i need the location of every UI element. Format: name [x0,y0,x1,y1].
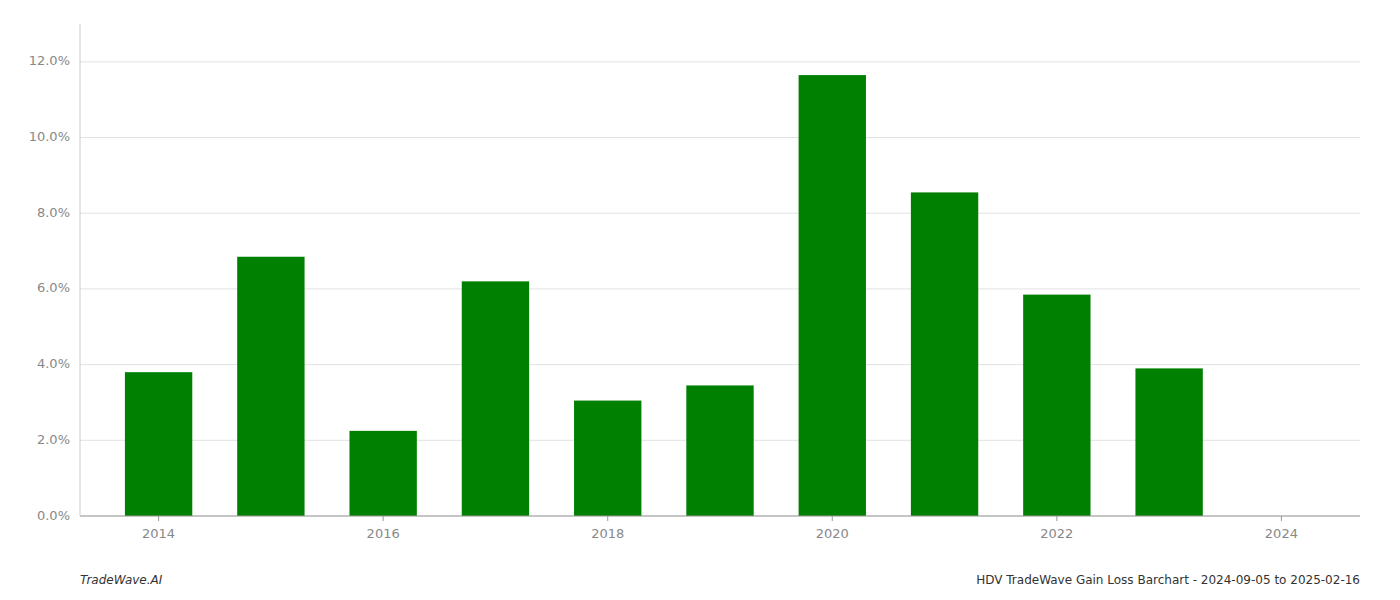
y-tick-label: 0.0% [37,508,70,523]
grid-line [80,516,1360,517]
bar [349,431,416,516]
x-tick [383,516,384,521]
grid-line [80,61,1360,62]
footer-right: HDV TradeWave Gain Loss Barchart - 2024-… [976,573,1360,587]
grid [80,62,1360,516]
x-tick [1056,516,1057,521]
bar [1135,368,1202,516]
x-tick-label: 2014 [142,526,175,541]
bar [1023,295,1090,516]
axes [80,24,1360,516]
x-tick-label: 2016 [367,526,400,541]
y-tick-label: 2.0% [37,432,70,447]
footer: TradeWave.AI HDV TradeWave Gain Loss Barc… [80,573,1360,587]
y-tick-label: 10.0% [29,129,70,144]
x-tick [832,516,833,521]
bar [911,192,978,516]
x-tick [1281,516,1282,521]
bar [574,401,641,516]
bar [125,372,192,516]
grid-line [80,137,1360,138]
bar [237,257,304,516]
x-axis-line [80,516,1360,517]
grid-line [80,213,1360,214]
bar [799,75,866,516]
x-tick-label: 2020 [816,526,849,541]
chart-container: 0.0%2.0%4.0%6.0%8.0%10.0%12.0%2014201620… [0,0,1400,600]
bar [462,281,529,516]
x-tick-label: 2022 [1040,526,1073,541]
x-tick-label: 2018 [591,526,624,541]
y-tick-label: 12.0% [29,53,70,68]
y-tick-label: 8.0% [37,205,70,220]
x-tick [607,516,608,521]
bar [686,385,753,516]
x-tick-label: 2024 [1265,526,1298,541]
footer-left: TradeWave.AI [80,573,163,587]
y-axis: 0.0% 2.0% 4.0% 6.0% 8.0% 10.0% 12.0% [29,53,70,522]
y-axis-line [80,24,81,516]
chart-svg: 0.0%2.0%4.0%6.0%8.0%10.0%12.0%2014201620… [0,0,1400,600]
x-tick [158,516,159,521]
x-axis: 2014 2016 2018 2020 2022 2024 [142,516,1298,541]
y-tick-label: 6.0% [37,280,70,295]
bars [125,75,1203,516]
y-tick-label: 4.0% [37,356,70,371]
